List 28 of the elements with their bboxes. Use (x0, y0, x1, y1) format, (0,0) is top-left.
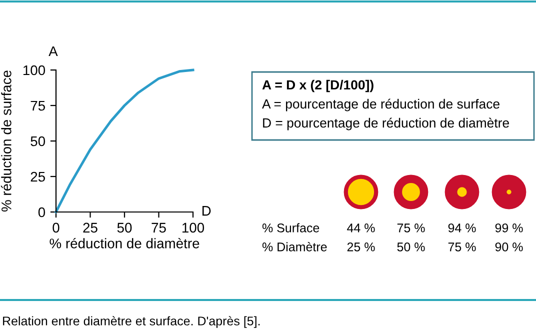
text: 99 % (495, 224, 523, 232)
text: 50 % (397, 242, 425, 252)
x-tick-label: 0 (52, 222, 60, 233)
text: A = D x (2 [D/100]) (262, 80, 374, 92)
text: 25 % (347, 242, 375, 252)
y-axis-title: % réduction de surface (0, 70, 12, 212)
y-tick-label: 0 (38, 207, 46, 218)
text: 75 % (448, 242, 476, 252)
text: 94 % (448, 224, 476, 232)
text: D (202, 206, 211, 216)
text: 75 % (397, 224, 425, 232)
y-tick-label: 75 (30, 100, 46, 111)
text: D = pourcentage de réduction de diamètre (263, 118, 509, 130)
x-tick-label: 75 (152, 222, 166, 233)
x-tick-label: 25 (83, 222, 98, 233)
text: % Surface (262, 223, 320, 232)
x-axis-title: % réduction de diamètre (50, 238, 200, 248)
text: 90 % (495, 242, 523, 252)
text: A (48, 46, 58, 56)
text: 44 % (347, 224, 375, 232)
text: Relation entre diamètre et surface. D'après [5]. (3, 316, 260, 328)
x-tick-label: 100 (182, 222, 204, 233)
y-tick-label: 25 (30, 172, 46, 182)
x-tick-label: 50 (117, 222, 132, 233)
text: % Diamètre (262, 242, 327, 252)
text: A = pourcentage de réduction de surface (262, 98, 500, 112)
y-tick-label: 50 (30, 136, 46, 146)
y-tick-label: 100 (23, 65, 46, 76)
